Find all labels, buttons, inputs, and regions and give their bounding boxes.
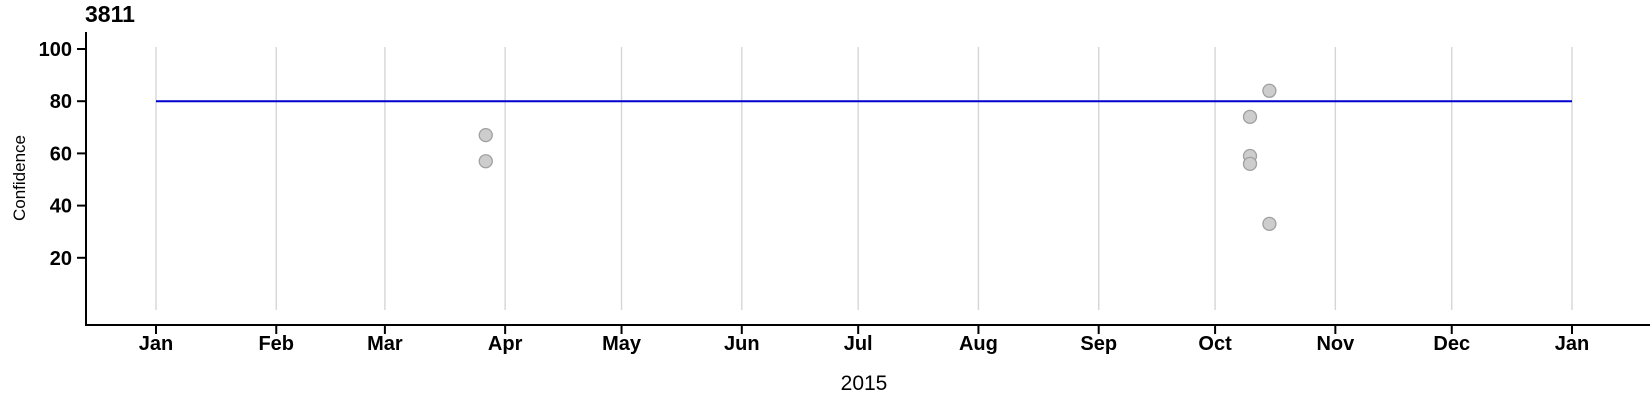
y-tick-label-60: 60 xyxy=(50,143,72,165)
y-tick-label-20: 20 xyxy=(50,248,72,270)
y-tick-label-100: 100 xyxy=(39,39,72,61)
x-tick-label-dec: Dec xyxy=(1433,333,1470,355)
data-point xyxy=(478,154,493,169)
axes xyxy=(85,32,1650,326)
month-gridlines xyxy=(155,47,1573,310)
x-tick-label-jan: Jan xyxy=(1555,333,1589,355)
data-point xyxy=(1242,109,1258,125)
x-axis-label-year: 2015 xyxy=(841,372,888,395)
x-tick-label-jun: Jun xyxy=(724,333,760,355)
data-point xyxy=(1262,216,1277,232)
data-point xyxy=(478,127,493,143)
x-tick-label-jul: Jul xyxy=(844,333,873,355)
x-tick-label-feb: Feb xyxy=(258,333,294,355)
x-axis-ticks: Jan Feb Mar Apr May Jun Jul Aug Sep Oct Nov Dec Jan xyxy=(139,325,1589,355)
scatter-points xyxy=(478,83,1277,232)
x-tick-label-aug: Aug xyxy=(959,333,998,355)
y-tick-label-80: 80 xyxy=(50,91,72,113)
x-tick-label-jan: Jan xyxy=(139,333,173,355)
y-axis-label: Confidence xyxy=(10,135,29,221)
data-point xyxy=(1262,83,1277,98)
data-point xyxy=(1242,156,1258,171)
x-tick-label-oct: Oct xyxy=(1198,333,1232,355)
x-tick-label-nov: Nov xyxy=(1316,333,1355,355)
y-axis-ticks: 20 40 60 80 100 xyxy=(39,39,86,270)
x-tick-label-sep: Sep xyxy=(1080,333,1117,355)
y-tick-label-40: 40 xyxy=(50,196,72,218)
x-tick-label-mar: Mar xyxy=(367,333,403,355)
x-tick-label-may: May xyxy=(602,333,642,355)
x-tick-label-apr: Apr xyxy=(488,333,523,355)
chart-title: 3811 xyxy=(85,1,135,27)
